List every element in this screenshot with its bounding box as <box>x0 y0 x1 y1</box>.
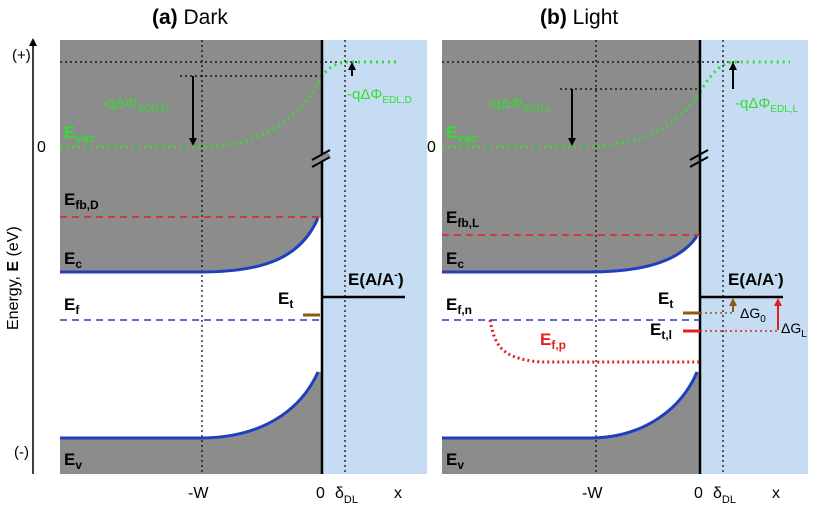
light-zero-energy: 0 <box>427 139 436 156</box>
y-axis-bottom-sign: (-) <box>14 444 29 461</box>
light-dg0-label: ΔG0 <box>740 305 766 325</box>
light-ev-label: Ev <box>446 450 464 472</box>
light-depletion-region <box>442 236 700 438</box>
light-axis-x: x <box>772 485 780 502</box>
light-axis-zero: 0 <box>694 485 703 502</box>
dark-evac-label: Evac <box>64 123 96 145</box>
dark-axis-delta: δDL <box>335 485 358 506</box>
y-axis-top-sign: (+) <box>12 47 31 64</box>
light-ec-label: Ec <box>446 249 464 271</box>
dark-zero-energy: 0 <box>37 139 46 156</box>
panel-light-title: (b) Light <box>540 6 618 29</box>
dark-et-label: Et <box>278 289 293 311</box>
light-dgl-label: ΔGL <box>781 320 807 340</box>
light-scr-label: -qΔΦSCR,L <box>487 95 552 115</box>
light-axis-neg-w: -W <box>582 485 603 502</box>
dark-edl-label: -qΔΦEDL,D <box>347 86 412 106</box>
dark-ec-label: Ec <box>64 249 82 271</box>
panel-dark: (a) Dark 0 <box>37 6 427 506</box>
light-efb-label: Efb,L <box>446 208 479 230</box>
dark-ev-label: Ev <box>64 450 82 472</box>
dark-axis-x: x <box>394 485 402 502</box>
light-fermi-p <box>488 319 700 364</box>
dark-ef-label: Ef <box>64 295 80 317</box>
light-etl-label: Et,l <box>650 320 672 342</box>
light-valence-band <box>442 371 699 440</box>
dark-axis-neg-w: -W <box>188 485 209 502</box>
dark-scr-label: -qΔΦSCR,D <box>102 95 168 115</box>
light-et-label: Et <box>658 289 673 311</box>
light-axis-delta: δDL <box>713 485 736 506</box>
dark-axis-zero: 0 <box>316 485 325 502</box>
panel-dark-title: (a) Dark <box>152 6 228 29</box>
panel-light: (b) Light 0 Evac -q <box>427 6 808 506</box>
light-efp-label: Ef,p <box>540 330 566 352</box>
light-conduction-band <box>442 235 699 274</box>
dark-valence-band <box>60 371 320 440</box>
dark-conduction-band <box>60 217 320 274</box>
dark-efb-label: Efb,D <box>64 190 99 212</box>
light-evac-label: Evac <box>446 123 478 145</box>
y-axis: (+) (-) Energy, E (eV) <box>5 38 37 474</box>
y-axis-label: Energy, E (eV) <box>5 226 22 330</box>
light-vacuum-level <box>442 60 790 149</box>
light-efn-label: Ef,n <box>446 295 472 317</box>
light-electrolyte <box>700 40 808 474</box>
dark-electrolyte <box>322 40 427 474</box>
dark-redox-label: E(A/A-) <box>348 269 404 289</box>
light-redox-label: E(A/A-) <box>728 269 784 289</box>
light-edl-label: -qΔΦEDL,L <box>735 95 799 115</box>
